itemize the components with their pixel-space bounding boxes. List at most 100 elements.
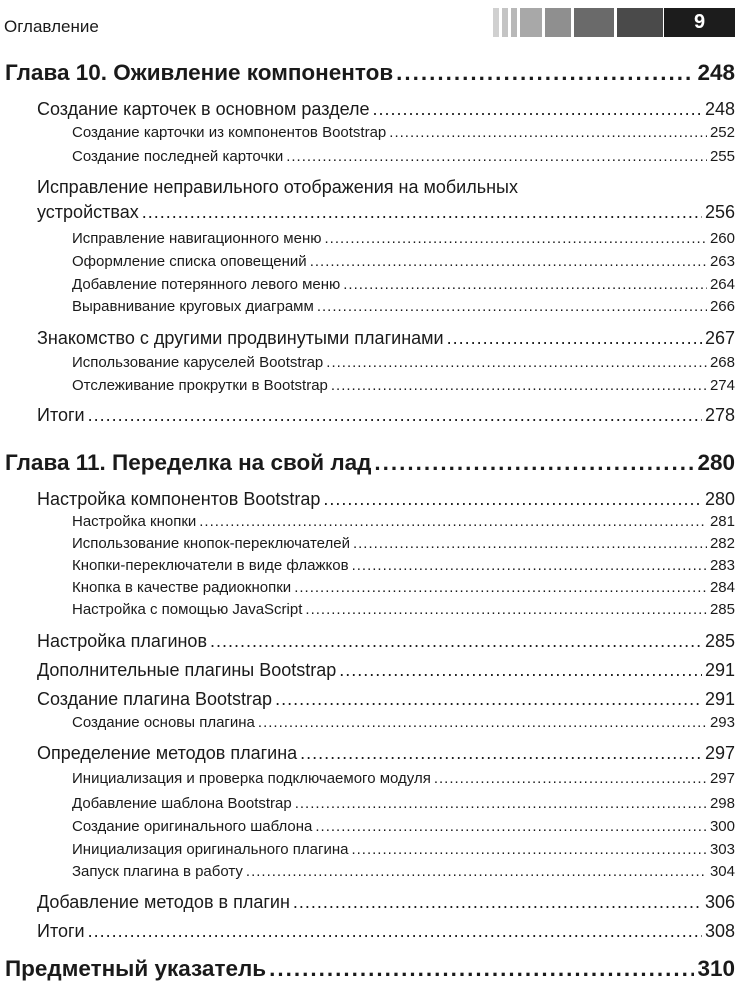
dot-leader: ........................................…: [351, 841, 707, 858]
toc-subsection[interactable]: Оформление списка оповещений............…: [72, 253, 735, 270]
dot-leader: ........................................…: [372, 99, 702, 119]
decoration-bar: [574, 8, 614, 37]
toc-page-number: 278: [704, 405, 735, 425]
toc-subsection[interactable]: Добавление потерянного левого меню......…: [72, 276, 735, 293]
toc-page-number: 260: [709, 230, 735, 247]
dot-leader: ........................................…: [305, 601, 707, 618]
toc-subsection[interactable]: Добавление шаблона Bootstrap............…: [72, 795, 735, 812]
toc-title: Итоги: [37, 921, 85, 941]
toc-page-number: 298: [709, 795, 735, 812]
toc-title: Добавление методов в плагин: [37, 892, 290, 912]
decoration-bar: [493, 8, 499, 37]
toc-title: Создание оригинального шаблона: [72, 818, 313, 835]
toc-page-number: 303: [709, 841, 735, 858]
toc-page-number: 285: [704, 631, 735, 651]
page-number: 9: [664, 8, 735, 37]
toc-title: Создание последней карточки: [72, 148, 284, 165]
dot-leader: ........................................…: [352, 535, 707, 552]
toc-page-number: 304: [709, 863, 735, 880]
decoration-bar: [520, 8, 542, 37]
header-decoration-bars: [493, 8, 666, 37]
toc-title: Запуск плагина в работу: [72, 863, 243, 880]
toc-page-number: 300: [709, 818, 735, 835]
toc-title: Настройка компонентов Bootstrap: [37, 489, 321, 509]
toc-page-number: 284: [709, 579, 735, 596]
dot-leader: ........................................…: [210, 631, 702, 651]
toc-title: Создание основы плагина: [72, 714, 255, 731]
dot-leader: ........................................…: [351, 557, 707, 574]
toc-subsection[interactable]: Отслеживание прокрутки в Bootstrap......…: [72, 377, 735, 394]
dot-leader: ........................................…: [433, 770, 707, 787]
dot-leader: ........................................…: [269, 956, 694, 981]
toc-subsection[interactable]: Настройка кнопки........................…: [72, 513, 735, 530]
dot-leader: ........................................…: [315, 818, 707, 835]
toc-subsection[interactable]: Запуск плагина в работу.................…: [72, 863, 735, 880]
toc-subsection[interactable]: Настройка с помощью JavaScript..........…: [72, 601, 735, 618]
dot-leader: ........................................…: [245, 863, 707, 880]
toc-page-number: 280: [704, 489, 735, 509]
toc-subsection[interactable]: Создание последней карточки.............…: [72, 148, 735, 165]
toc-chapter[interactable]: Предметный указатель....................…: [5, 956, 735, 982]
toc-title: Отслеживание прокрутки в Bootstrap: [72, 377, 328, 394]
toc-subsection[interactable]: Выравнивание круговых диаграмм..........…: [72, 298, 735, 315]
dot-leader: ........................................…: [343, 276, 707, 293]
toc-title: Дополнительные плагины Bootstrap: [37, 660, 337, 680]
toc-title: Выравнивание круговых диаграмм: [72, 298, 314, 315]
toc-subsection[interactable]: Создание оригинального шаблона..........…: [72, 818, 735, 835]
toc-page-number: 283: [709, 557, 735, 574]
dot-leader: ........................................…: [141, 202, 702, 222]
toc-subsection[interactable]: Создание карточки из компонентов Bootstr…: [72, 124, 735, 141]
dot-leader: ........................................…: [275, 689, 702, 709]
toc-page-number: 297: [709, 770, 735, 787]
toc-section[interactable]: Добавление методов в плагин.............…: [37, 892, 735, 913]
toc-title: Итоги: [37, 405, 85, 425]
dot-leader: ........................................…: [389, 124, 707, 141]
toc-subsection[interactable]: Кнопки-переключатели в виде флажков.....…: [72, 557, 735, 574]
toc-title: Предметный указатель: [5, 956, 267, 981]
toc-subsection[interactable]: Исправление навигационного меню.........…: [72, 230, 735, 247]
toc-title: Использование каруселей Bootstrap: [72, 354, 324, 371]
toc-subsection[interactable]: Использование кнопок-переключателей.....…: [72, 535, 735, 552]
dot-leader: ........................................…: [330, 377, 707, 394]
toc-page-number: 306: [704, 892, 735, 912]
toc-section[interactable]: Итоги...................................…: [37, 405, 735, 426]
toc-page-number: 263: [709, 253, 735, 270]
dot-leader: ........................................…: [396, 60, 695, 85]
toc-title: Добавление шаблона Bootstrap: [72, 795, 292, 812]
toc-section[interactable]: Определение методов плагина.............…: [37, 743, 735, 764]
toc-section[interactable]: устройствах.............................…: [37, 202, 735, 223]
toc-subsection[interactable]: Создание основы плагина.................…: [72, 714, 735, 731]
toc-page-number: 310: [697, 956, 735, 981]
toc-section[interactable]: Дополнительные плагины Bootstrap........…: [37, 660, 735, 681]
toc-page-number: 268: [709, 354, 735, 371]
toc-title: Настройка кнопки: [72, 513, 197, 530]
toc-page-number: 297: [704, 743, 735, 763]
dot-leader: ........................................…: [300, 743, 702, 763]
dot-leader: ........................................…: [324, 230, 707, 247]
dot-leader: ........................................…: [87, 405, 702, 425]
section-title: Оглавление: [4, 17, 99, 36]
toc-page-number: 274: [709, 377, 735, 394]
dot-leader: ........................................…: [446, 328, 702, 348]
toc-subsection[interactable]: Кнопка в качестве радиокнопки...........…: [72, 579, 735, 596]
toc-title: Добавление потерянного левого меню: [72, 276, 341, 293]
toc-section[interactable]: Создание карточек в основном разделе....…: [37, 99, 735, 120]
dot-leader: ........................................…: [286, 148, 707, 165]
toc-subsection[interactable]: Использование каруселей Bootstrap.......…: [72, 354, 735, 371]
toc-section[interactable]: Настройка плагинов......................…: [37, 631, 735, 652]
toc-page-number: 255: [709, 148, 735, 165]
toc-page-number: 266: [709, 298, 735, 315]
decoration-bar: [502, 8, 508, 37]
toc-title: Знакомство с другими продвинутыми плагин…: [37, 328, 444, 348]
toc-section[interactable]: Итоги...................................…: [37, 921, 735, 942]
toc-subsection[interactable]: Инициализация и проверка подключаемого м…: [72, 770, 735, 787]
toc-chapter[interactable]: Глава 11. Переделка на свой лад.........…: [5, 450, 735, 476]
toc-section[interactable]: Настройка компонентов Bootstrap.........…: [37, 489, 735, 510]
dot-leader: ........................................…: [294, 579, 707, 596]
toc-chapter[interactable]: Глава 10. Оживление компонентов.........…: [5, 60, 735, 86]
toc-title: Инициализация оригинального плагина: [72, 841, 349, 858]
toc-subsection[interactable]: Инициализация оригинального плагина.....…: [72, 841, 735, 858]
toc-title: Настройка с помощью JavaScript: [72, 601, 303, 618]
toc-section[interactable]: Создание плагина Bootstrap..............…: [37, 689, 735, 710]
toc-section[interactable]: Знакомство с другими продвинутыми плагин…: [37, 328, 735, 349]
